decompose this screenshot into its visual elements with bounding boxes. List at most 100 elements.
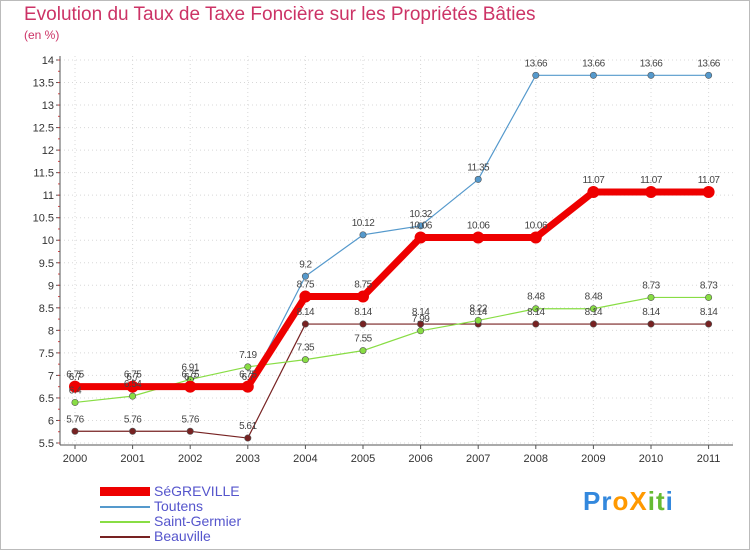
- y-tick-label: 9.5: [39, 258, 54, 270]
- x-tick-label: 2002: [178, 453, 202, 465]
- chart-legend: SéGREVILLE Toutens Saint-Germier Beauvil…: [100, 483, 320, 544]
- data-point-segreville: [529, 231, 542, 244]
- data-label-segreville: 6.75: [181, 370, 199, 381]
- x-tick-label: 2000: [63, 453, 87, 465]
- data-point-segreville: [299, 290, 312, 303]
- data-point-segreville: [126, 380, 139, 393]
- data-label-saint-germier: 8.48: [527, 292, 545, 303]
- y-tick-label: 12.5: [33, 123, 54, 135]
- logo-letter: r: [601, 486, 613, 516]
- data-point-beauville: [129, 427, 137, 435]
- data-label-beauville: 8.14: [297, 307, 315, 318]
- data-label-beauville: 5.76: [181, 414, 199, 425]
- data-point-segreville: [184, 380, 197, 393]
- data-label-segreville: 11.07: [640, 175, 663, 186]
- data-point-saint-germier: [71, 398, 79, 406]
- logo-letter: i: [665, 486, 674, 516]
- data-label-saint-germier: 6.91: [181, 362, 199, 373]
- data-point-beauville: [705, 320, 713, 328]
- data-label-segreville: 10.06: [525, 221, 548, 232]
- data-label-toutens: 10.12: [352, 218, 375, 229]
- data-label-beauville: 5.76: [66, 414, 84, 425]
- data-label-toutens: 11.35: [467, 162, 490, 173]
- data-point-segreville: [414, 231, 427, 244]
- data-label-beauville: 8.14: [469, 307, 487, 318]
- data-point-toutens: [589, 71, 597, 79]
- data-point-toutens: [359, 231, 367, 239]
- data-label-toutens: 13.66: [582, 58, 605, 69]
- data-label-beauville: 8.14: [354, 307, 372, 318]
- data-label-toutens: 6.7: [126, 372, 139, 383]
- series-line-saint-germier: [74, 296, 709, 404]
- y-tick-label: 6.5: [39, 393, 54, 405]
- data-label-toutens: 10.32: [409, 209, 432, 220]
- legend-swatch-toutens: [100, 506, 150, 508]
- data-point-toutens: [647, 71, 655, 79]
- data-point-saint-germier: [129, 392, 137, 400]
- x-tick-label: 2007: [466, 453, 490, 465]
- y-tick-label: 8: [48, 325, 54, 337]
- data-point-segreville: [357, 290, 369, 303]
- legend-label-saint-germier: Saint-Germier: [154, 513, 242, 529]
- y-tick-label: 9: [48, 280, 54, 292]
- data-point-beauville: [186, 427, 194, 435]
- data-label-segreville: 6.75: [124, 370, 142, 381]
- data-label-saint-germier: 7.35: [297, 343, 315, 354]
- data-point-segreville: [472, 231, 485, 244]
- data-point-toutens: [417, 222, 425, 230]
- data-point-toutens: [474, 175, 482, 183]
- data-point-saint-germier: [474, 316, 482, 324]
- legend-item-beauville: Beauville: [100, 528, 320, 544]
- data-label-saint-germier: 8.22: [469, 303, 487, 314]
- legend-label-segreville: SéGREVILLE: [154, 483, 240, 499]
- x-tick-label: 2010: [639, 453, 663, 465]
- y-tick-label: 13: [42, 100, 54, 112]
- y-tick-label: 14: [42, 55, 54, 67]
- data-point-beauville: [301, 320, 309, 328]
- data-point-beauville: [244, 434, 252, 442]
- data-point-toutens: [301, 272, 309, 280]
- data-label-toutens: 13.66: [640, 58, 663, 69]
- data-label-segreville: 6.75: [66, 370, 84, 381]
- data-label-saint-germier: 7.19: [239, 350, 257, 361]
- data-label-segreville: 11.07: [698, 175, 721, 186]
- legend-swatch-segreville: [100, 487, 150, 496]
- data-label-segreville: 8.75: [297, 280, 315, 291]
- data-point-beauville: [359, 320, 367, 328]
- logo-letter: X: [629, 486, 648, 516]
- x-tick-label: 2003: [236, 453, 260, 465]
- data-point-beauville: [647, 320, 655, 328]
- logo-letter: i: [647, 486, 656, 516]
- data-label-toutens: 6.7: [184, 372, 197, 383]
- y-tick-label: 10.5: [33, 213, 54, 225]
- data-label-beauville: 8.14: [527, 307, 545, 318]
- data-point-saint-germier: [589, 305, 597, 313]
- data-point-saint-germier: [244, 363, 252, 371]
- data-point-segreville: [241, 380, 254, 393]
- x-tick-label: 2001: [120, 453, 144, 465]
- data-label-saint-germier: 8.48: [585, 292, 603, 303]
- data-label-saint-germier: 7.55: [354, 334, 372, 345]
- legend-swatch-saint-germier: [100, 521, 150, 523]
- data-label-saint-germier: 6.4: [69, 385, 82, 396]
- y-tick-label: 10: [42, 235, 54, 247]
- data-point-toutens: [532, 71, 540, 79]
- plot-area: [60, 60, 733, 443]
- logo-letter: o: [612, 486, 630, 516]
- data-label-toutens: 13.66: [697, 58, 720, 69]
- x-tick-label: 2004: [293, 453, 317, 465]
- y-tick-label: 7: [48, 370, 54, 382]
- y-tick-label: 6: [48, 415, 54, 427]
- data-label-segreville: 11.07: [583, 175, 606, 186]
- data-point-segreville: [702, 186, 715, 199]
- data-label-toutens: 13.66: [525, 58, 548, 69]
- legend-item-segreville: SéGREVILLE: [100, 483, 320, 499]
- y-tick-label: 5.5: [39, 438, 54, 450]
- logo-letter: t: [655, 486, 666, 516]
- data-point-beauville: [417, 320, 425, 328]
- data-point-saint-germier: [532, 305, 540, 313]
- x-tick-label: 2005: [351, 453, 375, 465]
- data-point-toutens: [705, 71, 713, 79]
